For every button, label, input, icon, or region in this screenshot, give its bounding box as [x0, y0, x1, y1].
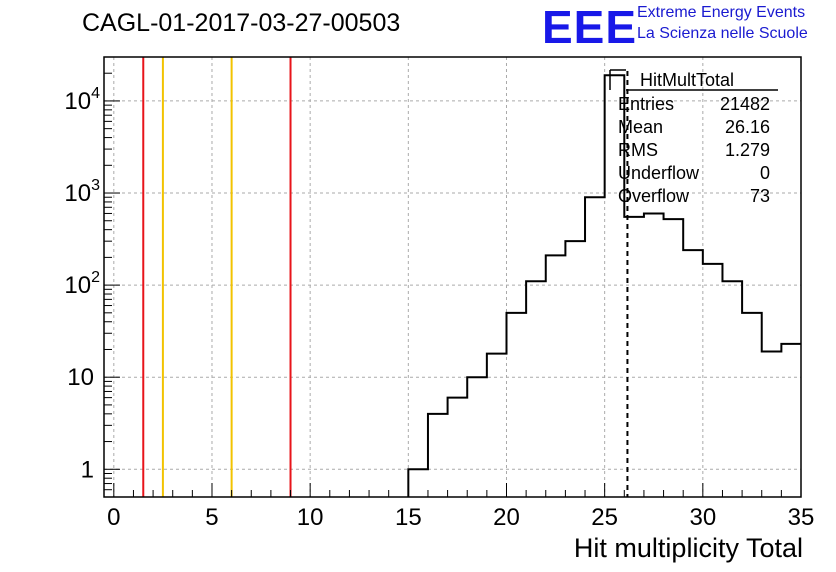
stats-row-overflow: Overflow 73 — [618, 186, 770, 208]
histogram-bin — [487, 354, 507, 497]
stats-value: 73 — [749, 186, 770, 206]
reference-lines — [142, 57, 292, 497]
histogram-bin — [781, 344, 801, 497]
stats-row-rms: RMS 1.279 — [618, 140, 770, 162]
x-tick-label: 20 — [493, 504, 520, 531]
stats-value: 21482 — [719, 94, 770, 114]
stats-box: HitMultTotal Entries 21482 Mean 26.16 RM… — [610, 70, 777, 208]
plot-title: CAGL-01-2017-03-27-00503 — [82, 9, 401, 37]
stats-key: Underflow — [618, 163, 700, 183]
stats-value: 1.279 — [724, 140, 770, 160]
x-tick-label: 35 — [788, 504, 815, 531]
x-tick-labels: 0 5 10 15 20 25 30 35 — [107, 504, 814, 531]
x-tick-label: 5 — [205, 504, 218, 531]
histogram-bin — [408, 469, 428, 497]
x-tick-label: 30 — [689, 504, 716, 531]
x-tick-label: 15 — [395, 504, 422, 531]
stats-title: HitMultTotal — [640, 70, 735, 90]
stats-key: Entries — [618, 94, 675, 114]
eee-logo: EEE — [542, 1, 638, 53]
histogram-bin — [565, 241, 585, 497]
y-tick-label: 103 — [64, 177, 100, 207]
histogram-bin — [703, 264, 723, 497]
histogram-bin — [467, 377, 487, 497]
stats-row-entries: Entries 21482 — [618, 94, 770, 116]
y-tick-label: 104 — [64, 85, 100, 115]
stats-row-underflow: Underflow 0 — [618, 163, 770, 185]
x-tick-label: 25 — [591, 504, 618, 531]
histogram-bin — [624, 217, 644, 497]
histogram-bin — [546, 255, 566, 497]
stats-key: Overflow — [618, 186, 690, 206]
histogram-bin — [585, 197, 605, 497]
histogram-bin — [664, 219, 684, 497]
y-tick-label: 1 — [81, 456, 94, 483]
x-tick-label: 0 — [107, 504, 120, 531]
histogram-bin — [428, 414, 448, 497]
histogram-bars — [407, 71, 801, 497]
y-tick-label: 102 — [64, 269, 100, 299]
histogram-bin — [506, 313, 526, 497]
axes — [103, 56, 802, 498]
y-tick-label: 10 — [67, 364, 94, 391]
y-tick-labels: 1 10 102 103 104 — [64, 85, 100, 483]
x-axis-label: Hit multiplicity Total — [573, 533, 803, 563]
histogram-outline — [407, 74, 801, 497]
histogram-bin — [526, 281, 546, 497]
histogram-bin — [762, 352, 782, 497]
stats-value: 26.16 — [724, 117, 770, 137]
stats-key: RMS — [618, 140, 658, 160]
histogram-bin — [683, 250, 703, 497]
x-tick-label: 10 — [297, 504, 324, 531]
histogram-bin — [644, 213, 664, 497]
stats-key: Mean — [618, 117, 664, 137]
histogram-bin — [448, 398, 468, 497]
logo-line-1: Extreme Energy Events — [637, 4, 806, 21]
logo-line-2: La Scienza nelle Scuole — [637, 25, 808, 42]
histogram-bin — [722, 281, 742, 497]
stats-row-mean: Mean 26.16 — [618, 117, 770, 139]
stats-value: 0 — [759, 163, 770, 183]
plot-frame — [103, 56, 802, 498]
